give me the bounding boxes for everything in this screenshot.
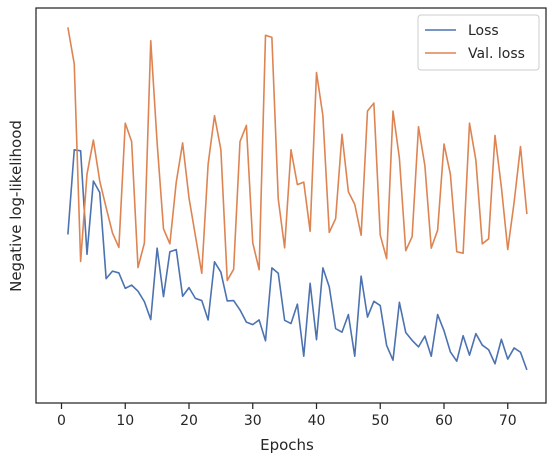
- series-line-loss: [67, 148, 528, 371]
- x-tick-label: 60: [435, 413, 453, 429]
- legend-label-val-loss: Val. loss: [468, 46, 525, 62]
- x-axis-ticks: 0 10 20 30 40 50 60 70: [57, 403, 517, 429]
- x-tick-label: 20: [180, 413, 198, 429]
- x-tick-label: 10: [116, 413, 134, 429]
- x-axis-label: Epochs: [260, 436, 314, 454]
- legend: Loss Val. loss: [417, 14, 540, 71]
- series-line-val-loss: [67, 27, 528, 282]
- x-tick-label: 40: [308, 413, 326, 429]
- x-tick-label: 70: [499, 413, 517, 429]
- x-tick-label: 50: [371, 413, 389, 429]
- legend-frame: [417, 14, 540, 71]
- legend-label-loss: Loss: [468, 23, 499, 39]
- y-axis-label: Negative log-likelihood: [7, 120, 25, 292]
- series-lines: [67, 27, 528, 371]
- x-tick-label: 0: [57, 413, 66, 429]
- x-tick-label: 30: [244, 413, 262, 429]
